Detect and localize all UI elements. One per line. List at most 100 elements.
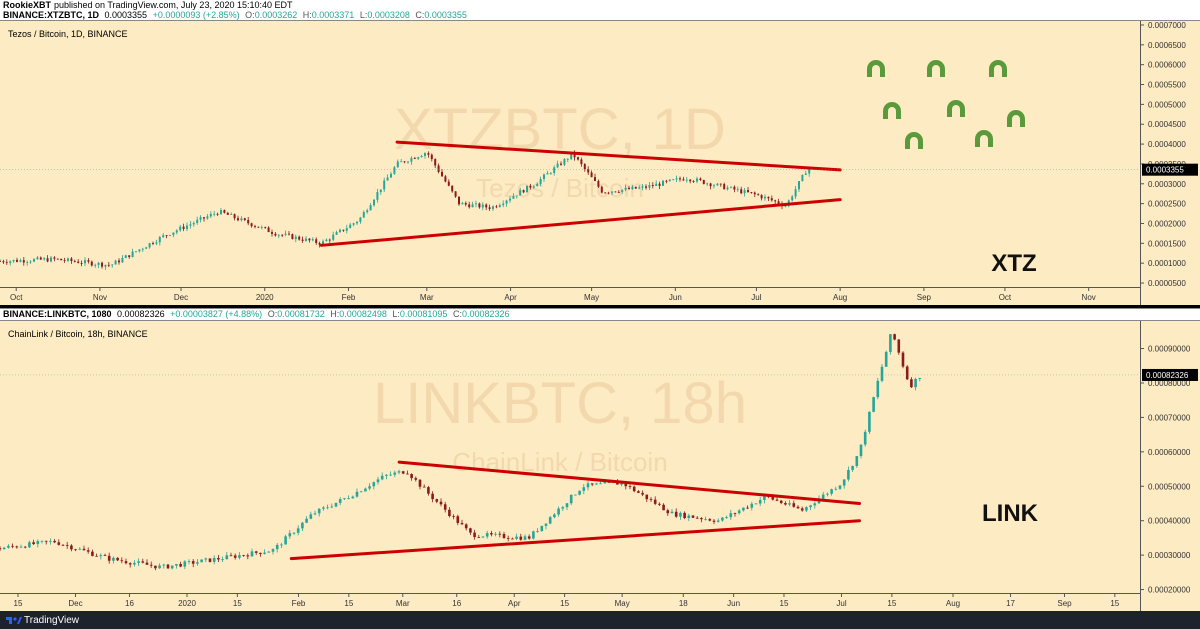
candle-body	[689, 179, 692, 182]
candle-body	[515, 195, 518, 197]
candle-body	[325, 239, 328, 242]
candle-body	[418, 479, 422, 487]
candle-body	[254, 551, 258, 553]
candle-body	[208, 558, 212, 562]
candle-body	[124, 255, 127, 258]
candle-body	[566, 159, 569, 160]
candle-body	[851, 466, 854, 470]
candle-body	[648, 185, 651, 188]
candle-body	[859, 444, 863, 457]
candle-body	[454, 191, 457, 197]
candle-body	[175, 230, 178, 233]
candle-body	[505, 200, 508, 204]
candle-body	[216, 213, 219, 215]
candle-body	[141, 248, 144, 250]
candle-body	[880, 366, 884, 381]
x-tick-label: Nov	[1082, 293, 1096, 302]
candle-body	[670, 511, 674, 514]
x-tick-label: 2020	[256, 293, 274, 302]
candle-body	[364, 488, 367, 492]
candle-body	[512, 196, 515, 199]
xtz-chart-panel[interactable]: XTZBTC, 1D Tezos / Bitcoin Tezos / Bitcoin…	[0, 21, 1200, 305]
candle-body	[826, 493, 829, 495]
magnet-shape	[867, 60, 885, 77]
candle-body	[87, 260, 90, 262]
link-chart[interactable]: LINKBTC, 18h ChainLink / Bitcoin ChainLink…	[0, 321, 1200, 611]
candle-body	[417, 157, 420, 159]
candle-body	[675, 178, 678, 180]
candle-body	[523, 536, 527, 540]
publish-info: published on TradingView.com, July 23, 2…	[54, 0, 293, 10]
xtz-symbol[interactable]: BINANCE:XTZBTC, 1D	[3, 10, 99, 20]
y-tick-label: 0.0002500	[1148, 200, 1186, 209]
candle-body	[189, 224, 192, 226]
candle-body	[594, 177, 596, 181]
candle-body	[653, 499, 657, 504]
candle-body	[240, 218, 243, 221]
candle-body	[99, 555, 103, 557]
link-change: +0.00003827 (+4.88%)	[170, 309, 263, 319]
candle-body	[345, 228, 348, 231]
author-name[interactable]: RookieXBT	[3, 0, 52, 10]
candle-body	[456, 516, 460, 523]
x-tick-label: 15	[1110, 599, 1119, 608]
candle-body	[813, 503, 817, 506]
candle-body	[716, 520, 720, 522]
candle-body	[250, 223, 253, 227]
x-tick-label: Dec	[174, 293, 188, 302]
x-tick-label: 15	[887, 599, 896, 608]
candle-body	[522, 190, 525, 193]
candle-body	[760, 195, 763, 199]
candle-body	[424, 153, 426, 156]
candle-body	[380, 475, 384, 480]
candle-body	[464, 524, 468, 529]
y-tick-label: 0.0006000	[1148, 61, 1186, 70]
candle-body	[386, 177, 389, 181]
candle-body	[330, 506, 334, 508]
candle-body	[616, 482, 619, 485]
candle-body	[490, 533, 493, 535]
candle-body	[413, 158, 416, 159]
candle-body	[196, 562, 199, 564]
candle-body	[740, 189, 743, 194]
candle-body	[777, 201, 780, 204]
candle-body	[918, 377, 922, 379]
candle-body	[544, 523, 548, 526]
candle-body	[284, 233, 287, 235]
candle-body	[56, 258, 59, 260]
magnet-shape	[927, 60, 945, 77]
candle-body	[502, 203, 505, 206]
magnet-shape	[1007, 110, 1025, 127]
candle-body	[318, 242, 321, 245]
candle-body	[154, 565, 157, 569]
link-chart-panel[interactable]: LINKBTC, 18h ChainLink / Bitcoin ChainLink…	[0, 321, 1200, 611]
footer-brand[interactable]: TradingView	[24, 615, 80, 626]
link-symbol[interactable]: BINANCE:LINKBTC, 1080	[3, 309, 112, 319]
y-tick-label: 0.0006500	[1148, 41, 1186, 50]
candle-body	[263, 552, 266, 554]
tradingview-logo-icon[interactable]	[6, 615, 22, 625]
candle-body	[257, 226, 260, 228]
last-price-label: 0.00082326	[1146, 371, 1189, 380]
candle-body	[546, 173, 549, 175]
candle-body	[70, 545, 73, 550]
candle-body	[515, 536, 518, 539]
candle-body	[570, 153, 573, 160]
candle-body	[427, 487, 430, 494]
magnet-shape	[947, 100, 965, 117]
candle-body	[560, 163, 562, 165]
candle-body	[492, 206, 494, 209]
candle-body	[128, 563, 132, 565]
candle-body	[573, 153, 576, 158]
candle-body	[403, 161, 406, 163]
candle-body	[322, 507, 325, 509]
candle-body	[15, 546, 19, 548]
candle-body	[649, 499, 653, 500]
candle-body	[730, 186, 732, 188]
candle-body	[687, 515, 691, 519]
candle-body	[651, 185, 654, 186]
candle-body	[65, 544, 69, 546]
candle-body	[229, 555, 233, 557]
candle-body	[808, 168, 811, 174]
